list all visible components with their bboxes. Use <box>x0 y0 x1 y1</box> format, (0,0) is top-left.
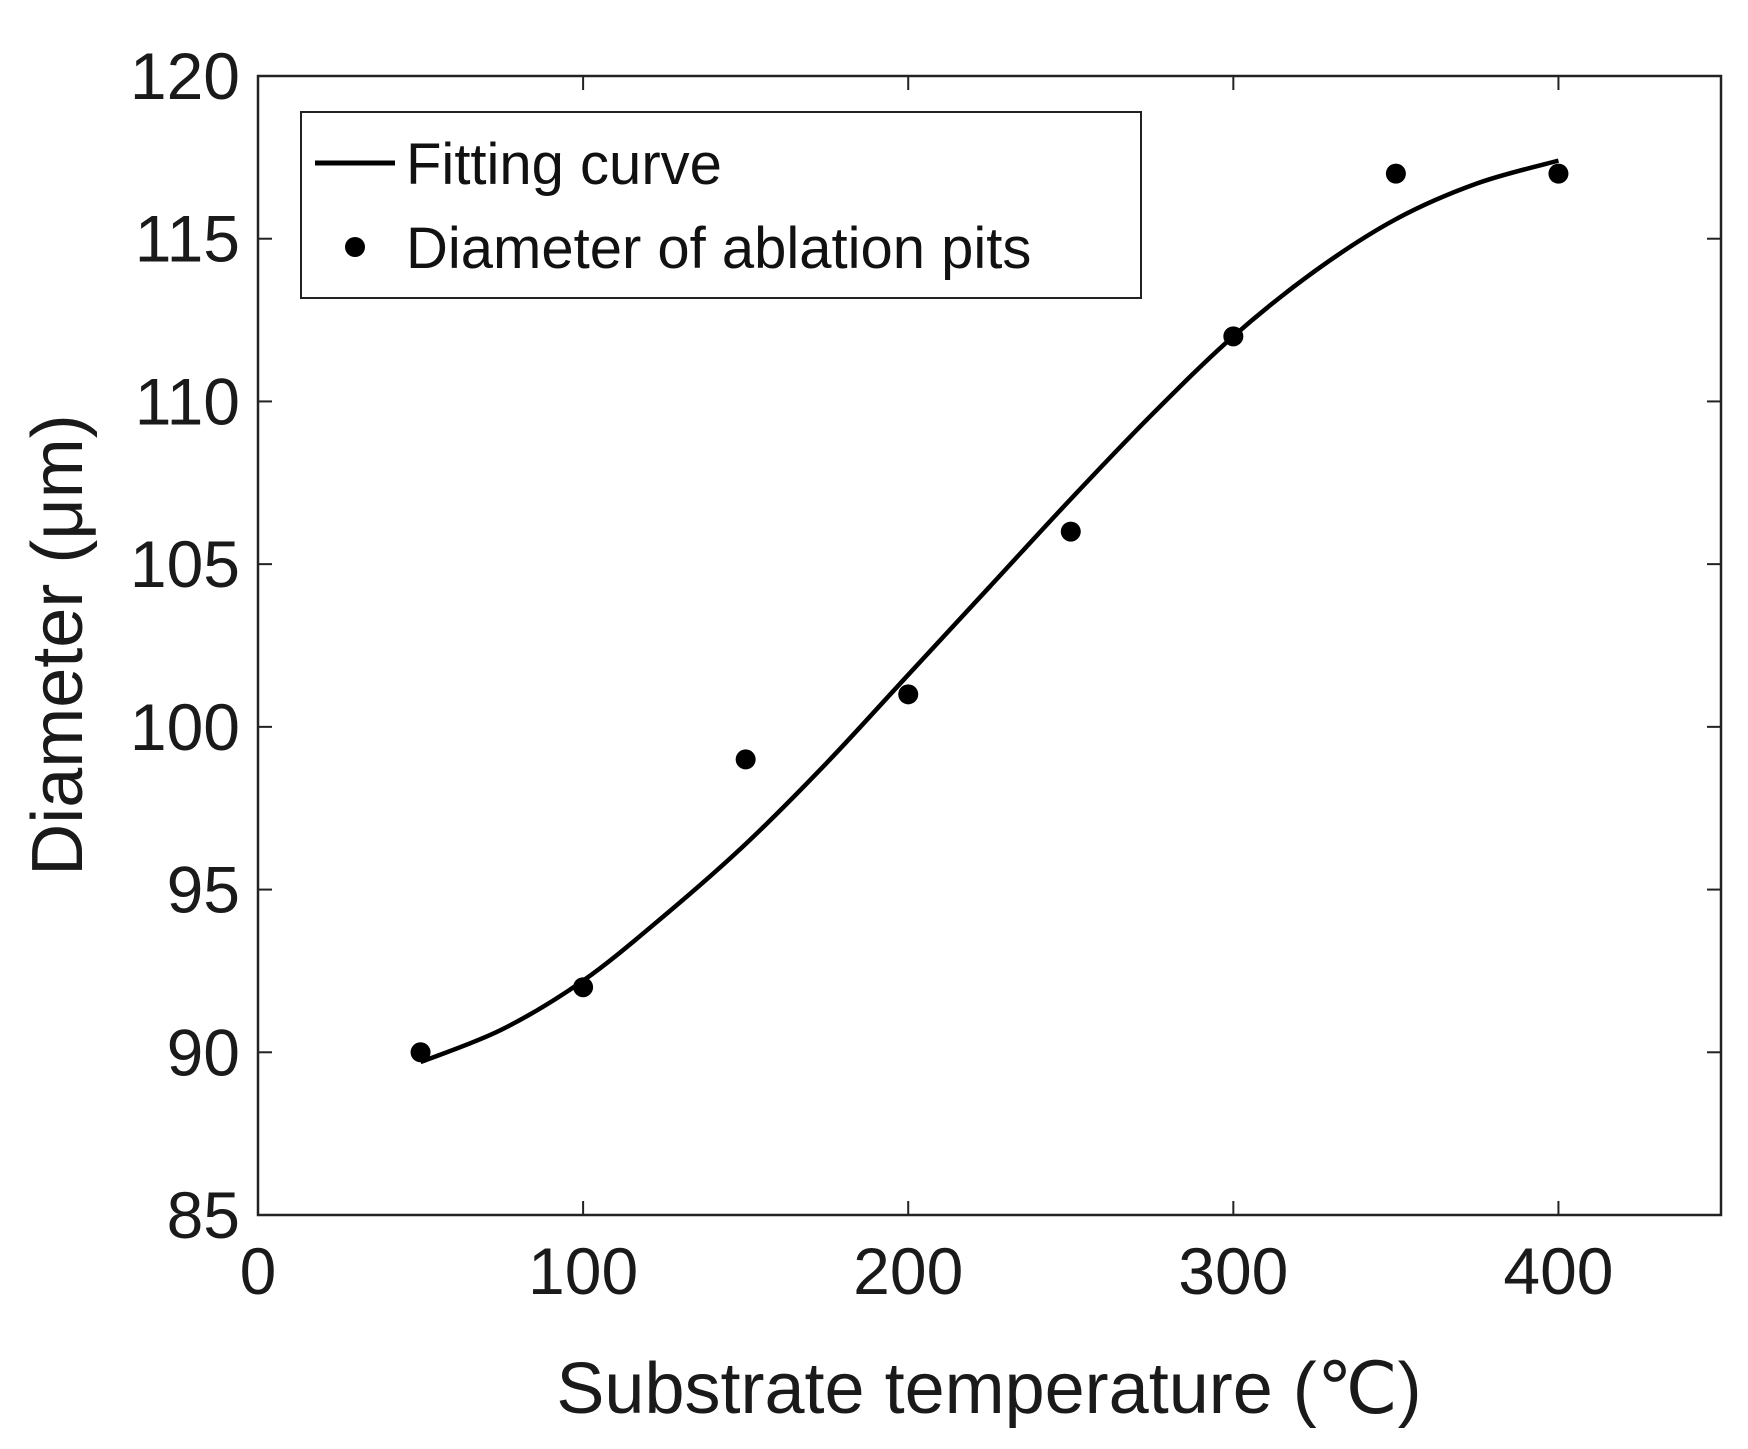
series-line-fitting-curve <box>419 158 1560 1065</box>
y-tick-label: 100 <box>130 690 240 764</box>
x-tick-label: 300 <box>1178 1234 1288 1308</box>
legend-label-ablation-pits: Diameter of ablation pits <box>406 216 1031 281</box>
x-tick-label: 0 <box>240 1234 277 1308</box>
y-tick-label: 105 <box>130 527 240 601</box>
data-point-ablation-pit <box>1060 521 1081 542</box>
y-tick-label: 95 <box>167 853 240 927</box>
y-axis-label: Diameter (μm) <box>18 414 98 876</box>
data-point-ablation-pit <box>735 749 756 770</box>
legend: Fitting curve Diameter of ablation pits <box>300 111 1142 299</box>
data-point-ablation-pit <box>1548 163 1569 184</box>
series-layer <box>410 158 1569 1065</box>
x-axis-label: Substrate temperature (℃) <box>556 1349 1421 1429</box>
legend-label-fitting-curve: Fitting curve <box>406 132 722 197</box>
y-tick-label: 120 <box>130 39 240 113</box>
data-point-ablation-pit <box>1385 163 1406 184</box>
data-point-ablation-pit <box>898 684 919 705</box>
legend-marker-swatch <box>345 237 365 257</box>
ticks-layer: 0 100 200 300 400 85 90 95 100 105 110 115 120 <box>130 39 1721 1308</box>
data-point-ablation-pit <box>1223 326 1244 347</box>
x-tick-label: 100 <box>528 1234 638 1308</box>
data-point-ablation-pit <box>410 1042 431 1063</box>
legend-box <box>300 111 1142 299</box>
data-point-ablation-pit <box>573 977 594 998</box>
x-tick-label: 400 <box>1503 1234 1613 1308</box>
y-tick-label: 115 <box>135 202 240 276</box>
y-tick-label: 90 <box>167 1015 240 1089</box>
y-tick-label: 85 <box>167 1178 240 1252</box>
x-tick-label: 200 <box>853 1234 963 1308</box>
y-tick-label: 110 <box>135 364 240 438</box>
